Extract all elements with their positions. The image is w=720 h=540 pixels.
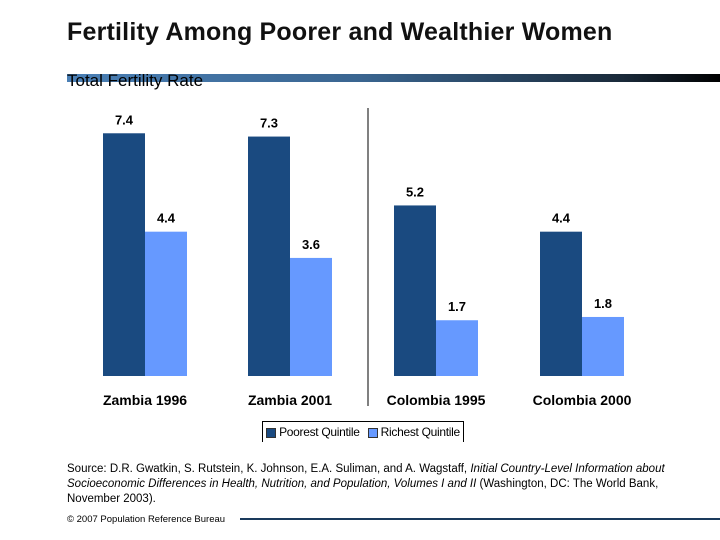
legend-swatch bbox=[266, 427, 277, 438]
slide-title: Fertility Among Poorer and Wealthier Wom… bbox=[67, 18, 613, 46]
legend: Poorest Quintile Richest Quintile bbox=[262, 421, 464, 442]
source-title: Initial Country-Level Information about … bbox=[67, 463, 665, 490]
category-label: Zambia 1996 bbox=[103, 392, 187, 408]
data-label: 7.3 bbox=[260, 116, 278, 131]
category-label: Colombia 2000 bbox=[533, 392, 632, 408]
bar bbox=[436, 320, 478, 376]
legend-item-richest: Richest Quintile bbox=[367, 425, 461, 439]
category-label: Colombia 1995 bbox=[387, 392, 486, 408]
source-suffix: (Washington, DC: The World Bank, Novembe… bbox=[67, 478, 659, 505]
title-underline bbox=[67, 74, 720, 82]
bar bbox=[145, 231, 187, 376]
chart-title: Total Fertility Rate bbox=[67, 71, 204, 90]
legend-swatch bbox=[367, 427, 378, 438]
bar bbox=[394, 205, 436, 376]
footer-line bbox=[240, 518, 720, 520]
legend-item-poorest: Poorest Quintile bbox=[266, 425, 360, 439]
copyright: © 2007 Population Reference Bureau bbox=[67, 514, 226, 525]
data-label: 3.6 bbox=[302, 237, 320, 252]
bar bbox=[582, 316, 624, 376]
bar bbox=[290, 257, 332, 376]
data-label: 1.7 bbox=[448, 299, 466, 314]
bar bbox=[248, 136, 290, 376]
legend-label: Richest Quintile bbox=[380, 425, 461, 439]
legend-label: Poorest Quintile bbox=[279, 425, 360, 439]
category-label: Zambia 2001 bbox=[248, 392, 332, 408]
bar bbox=[103, 133, 145, 376]
data-label: 4.4 bbox=[552, 211, 571, 226]
data-label: 1.8 bbox=[594, 296, 612, 311]
data-label: 7.4 bbox=[115, 112, 134, 127]
source-note: Source: D.R. Gwatkin, S. Rutstein, K. Jo… bbox=[67, 462, 677, 507]
data-label: 4.4 bbox=[157, 211, 176, 226]
bar bbox=[540, 231, 582, 376]
data-label: 5.2 bbox=[406, 184, 424, 199]
source-prefix: Source: D.R. Gwatkin, S. Rutstein, K. Jo… bbox=[67, 463, 471, 475]
